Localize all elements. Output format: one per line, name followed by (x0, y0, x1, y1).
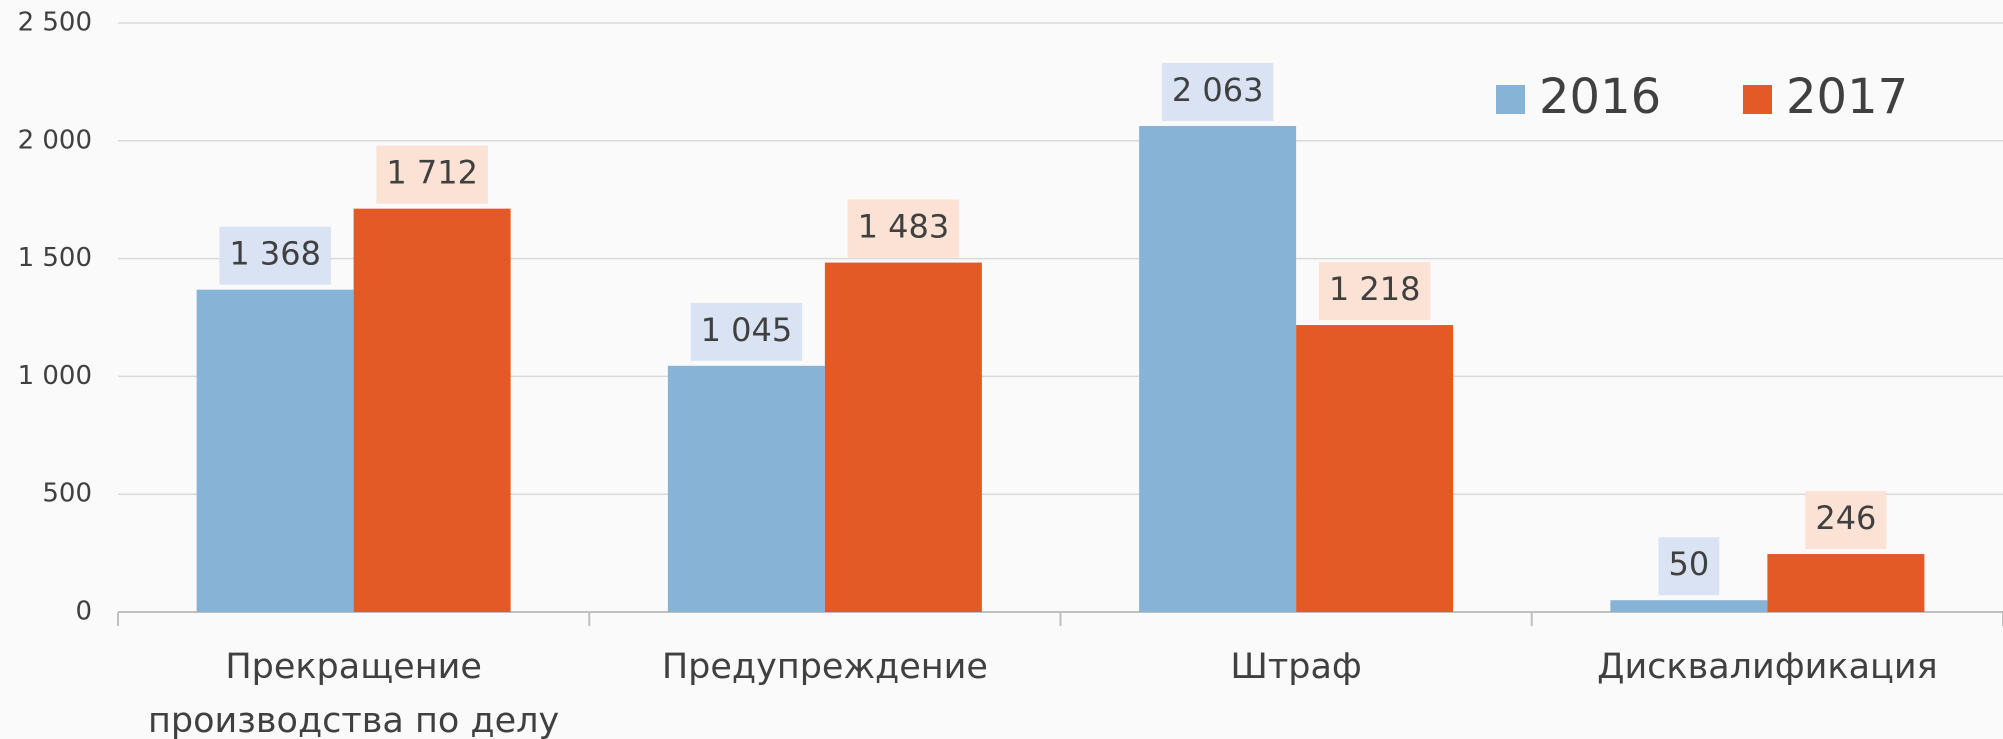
data-label-bg (1318, 262, 1431, 321)
data-label-bg (847, 199, 960, 258)
bar (824, 262, 982, 612)
legend-label: 2017 (1786, 69, 1908, 125)
bar (1767, 554, 1925, 612)
data-label: 246 (1815, 499, 1876, 537)
data-label-bg (1805, 491, 1887, 550)
data-label-bg (690, 302, 803, 361)
legend-label: 2016 (1539, 69, 1661, 125)
bar (667, 365, 825, 612)
data-label-bg (1161, 62, 1274, 121)
bar (1296, 325, 1454, 612)
data-label: 1 218 (1329, 270, 1421, 308)
y-tick-label: 0 (75, 597, 92, 627)
y-tick-label: 1 000 (18, 361, 92, 391)
data-label: 2 063 (1172, 71, 1264, 109)
bar (196, 289, 354, 612)
data-label-bg (1658, 537, 1720, 596)
data-label: 1 483 (858, 208, 950, 246)
data-label-bg (376, 145, 488, 204)
x-tick-label: Прекращение производства по делу (148, 647, 560, 739)
x-tick-label: Дисквалификация (1597, 647, 1938, 687)
x-tick-label: Штраф (1230, 647, 1362, 687)
y-tick-label: 2 000 (18, 125, 92, 155)
data-label: 1 045 (701, 311, 793, 349)
x-tick-label: Предупреждение (661, 647, 988, 687)
legend-swatch (1496, 85, 1525, 114)
data-label-bg (219, 226, 331, 285)
y-tick-label: 1 500 (18, 243, 92, 273)
y-tick-label: 2 500 (18, 8, 92, 38)
data-label: 1 712 (386, 154, 478, 192)
legend-swatch (1743, 85, 1772, 114)
bar (1610, 600, 1768, 612)
data-label: 1 368 (229, 235, 321, 273)
data-label: 50 (1669, 545, 1710, 583)
bar (353, 208, 511, 612)
y-tick-label: 500 (42, 479, 92, 509)
bar (1139, 125, 1297, 612)
